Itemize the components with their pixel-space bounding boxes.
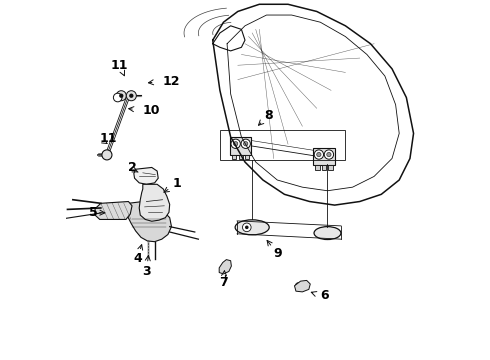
Polygon shape (239, 154, 243, 159)
Polygon shape (95, 202, 132, 220)
Circle shape (243, 223, 251, 231)
Text: 4: 4 (133, 252, 142, 265)
Circle shape (102, 150, 112, 160)
Polygon shape (134, 167, 158, 184)
Circle shape (129, 94, 133, 98)
Circle shape (317, 152, 321, 157)
Polygon shape (328, 165, 333, 170)
Polygon shape (219, 260, 231, 274)
Circle shape (231, 139, 240, 148)
Text: 11: 11 (111, 59, 128, 72)
Text: 1: 1 (172, 177, 181, 190)
Polygon shape (294, 280, 310, 292)
Polygon shape (139, 184, 170, 221)
Polygon shape (313, 148, 335, 165)
Circle shape (314, 150, 323, 159)
Circle shape (327, 152, 331, 157)
Text: 3: 3 (142, 265, 151, 278)
Text: 8: 8 (264, 109, 272, 122)
Text: 6: 6 (320, 289, 329, 302)
Circle shape (116, 91, 126, 101)
Circle shape (234, 141, 238, 146)
Text: 2: 2 (128, 161, 137, 174)
Polygon shape (315, 165, 319, 170)
Text: 7: 7 (219, 276, 228, 289)
Circle shape (295, 283, 302, 290)
Text: 9: 9 (273, 247, 282, 260)
Polygon shape (245, 154, 249, 159)
Ellipse shape (235, 220, 269, 235)
Text: 10: 10 (143, 104, 160, 117)
Circle shape (241, 139, 250, 148)
Polygon shape (230, 137, 251, 154)
Circle shape (126, 91, 136, 101)
Polygon shape (232, 154, 236, 159)
Circle shape (324, 150, 334, 159)
Circle shape (245, 226, 248, 229)
Polygon shape (126, 202, 172, 242)
Text: 5: 5 (89, 206, 98, 219)
Text: 12: 12 (163, 75, 180, 88)
Circle shape (244, 141, 248, 146)
Circle shape (113, 93, 122, 102)
Text: 11: 11 (100, 132, 117, 145)
Circle shape (119, 94, 123, 98)
Ellipse shape (314, 226, 341, 239)
Polygon shape (322, 165, 326, 170)
